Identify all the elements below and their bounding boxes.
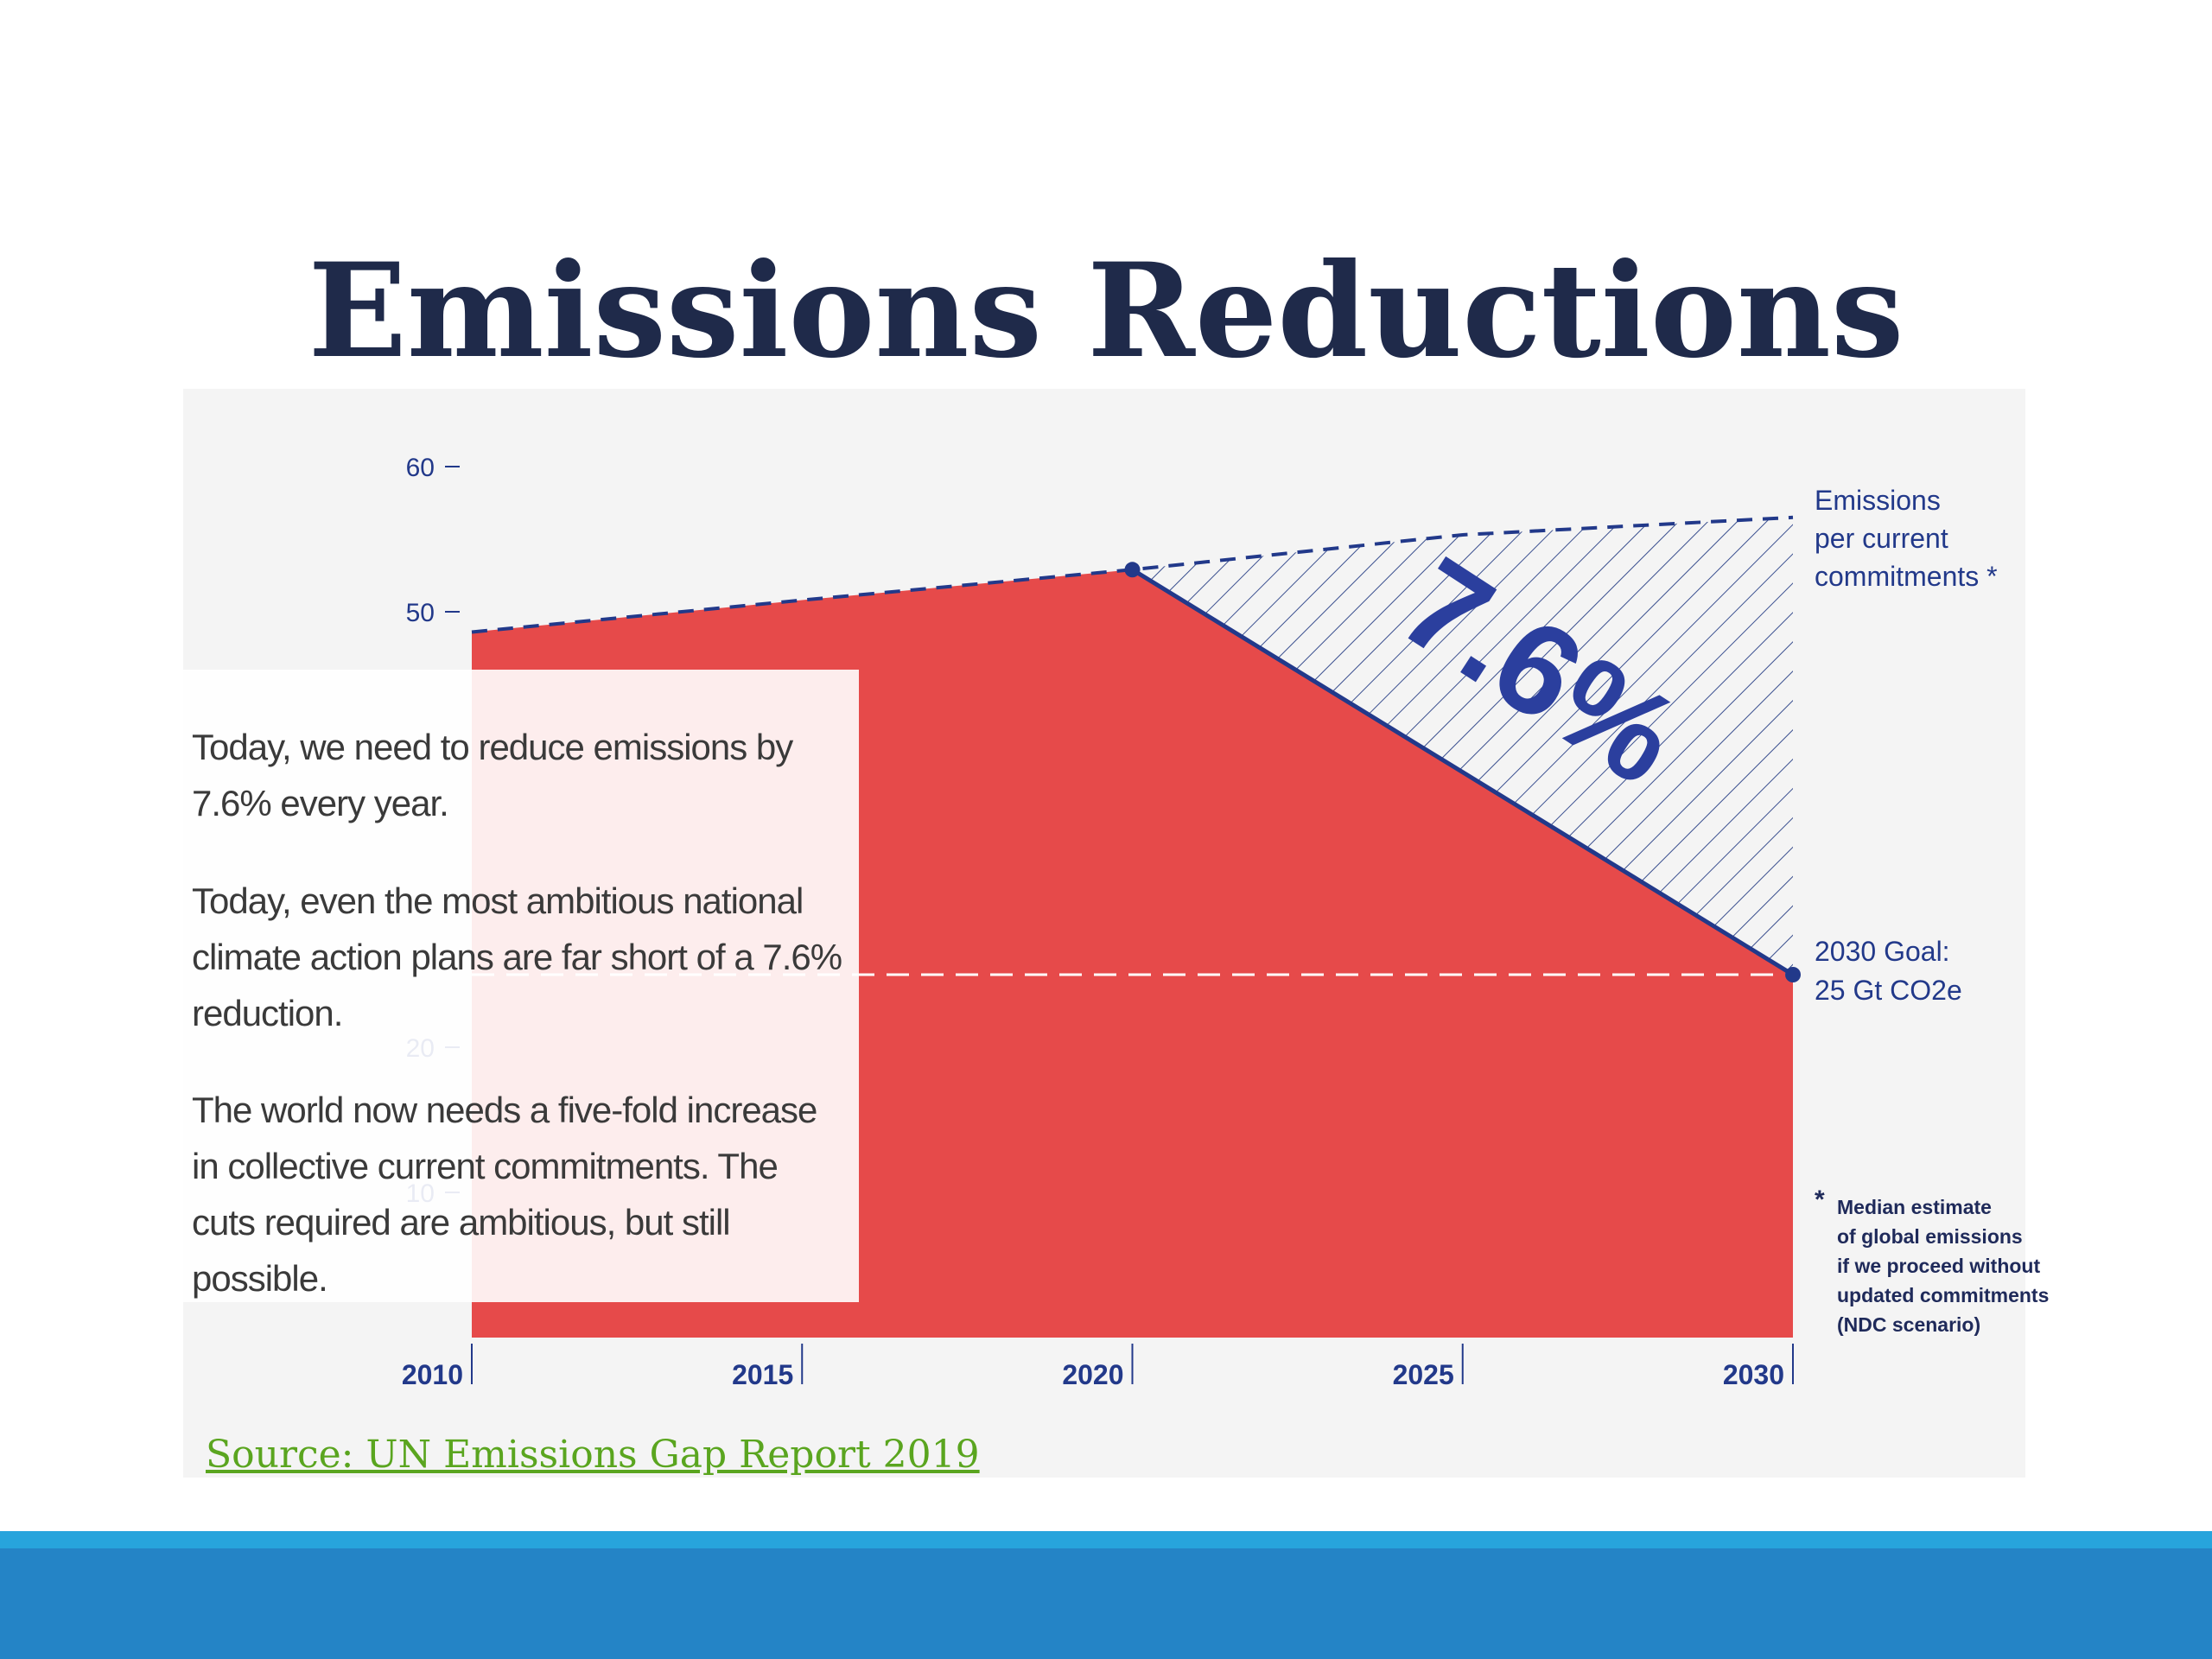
goal-label-line2: 25 Gt CO2e [1815,975,1962,1006]
commitments-annotation-line: Emissions [1815,485,1941,516]
x-tick-label: 2020 [1062,1359,1123,1390]
footnote-line: Median estimate [1837,1196,1992,1218]
footnote: * Median estimate of global emissions if we… [1815,1185,2049,1336]
source-link[interactable]: Source: UN Emissions Gap Report 2019 [206,1433,980,1477]
text-box: Today, we need to reduce emissions by 7.… [183,670,859,1302]
x-tick-label: 2010 [402,1359,463,1390]
peak-point [1124,562,1141,578]
commitments-annotation-line: commitments * [1815,561,1998,592]
commitment-gap-hatch [1132,517,1793,975]
goal-label-line1: 2030 Goal: [1815,936,1950,967]
commitments-annotation-line: per current [1815,523,1948,554]
reduction-path-line [1131,568,1795,977]
footnote-line: updated commitments [1837,1284,2049,1306]
text-paragraph-2: Today, even the most ambitious national … [192,880,842,1033]
footer-accent-strip [0,1531,2212,1548]
text-paragraph-1: Today, we need to reduce emissions by 7.… [192,727,793,823]
slide-title: Emissions Reductions [308,235,1904,387]
x-tick-label: 2025 [1393,1359,1454,1390]
text-paragraph-3: The world now needs a five-fold increase… [192,1090,817,1299]
footnote-marker: * [1815,1185,1825,1214]
footer-bar [0,1548,2212,1659]
x-tick-label: 2030 [1723,1359,1784,1390]
y-tick-label: 50 [406,599,435,627]
goal-point [1785,967,1801,982]
commitments-annotation: Emissions per current commitments * [1815,485,1998,592]
y-tick-label: 60 [406,454,435,482]
footnote-line: if we proceed without [1837,1255,2040,1277]
footnote-line: (NDC scenario) [1837,1313,1980,1336]
footnote-line: of global emissions [1837,1225,2023,1248]
x-tick-label: 2015 [732,1359,793,1390]
